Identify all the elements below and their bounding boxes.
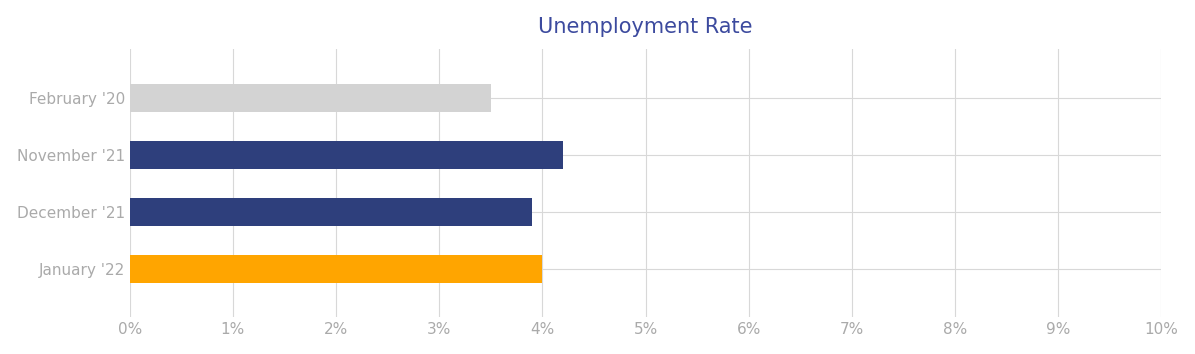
Bar xyxy=(129,198,532,226)
Bar xyxy=(129,84,491,112)
Bar xyxy=(129,255,543,283)
Title: Unemployment Rate: Unemployment Rate xyxy=(538,17,753,37)
Bar xyxy=(129,141,563,169)
